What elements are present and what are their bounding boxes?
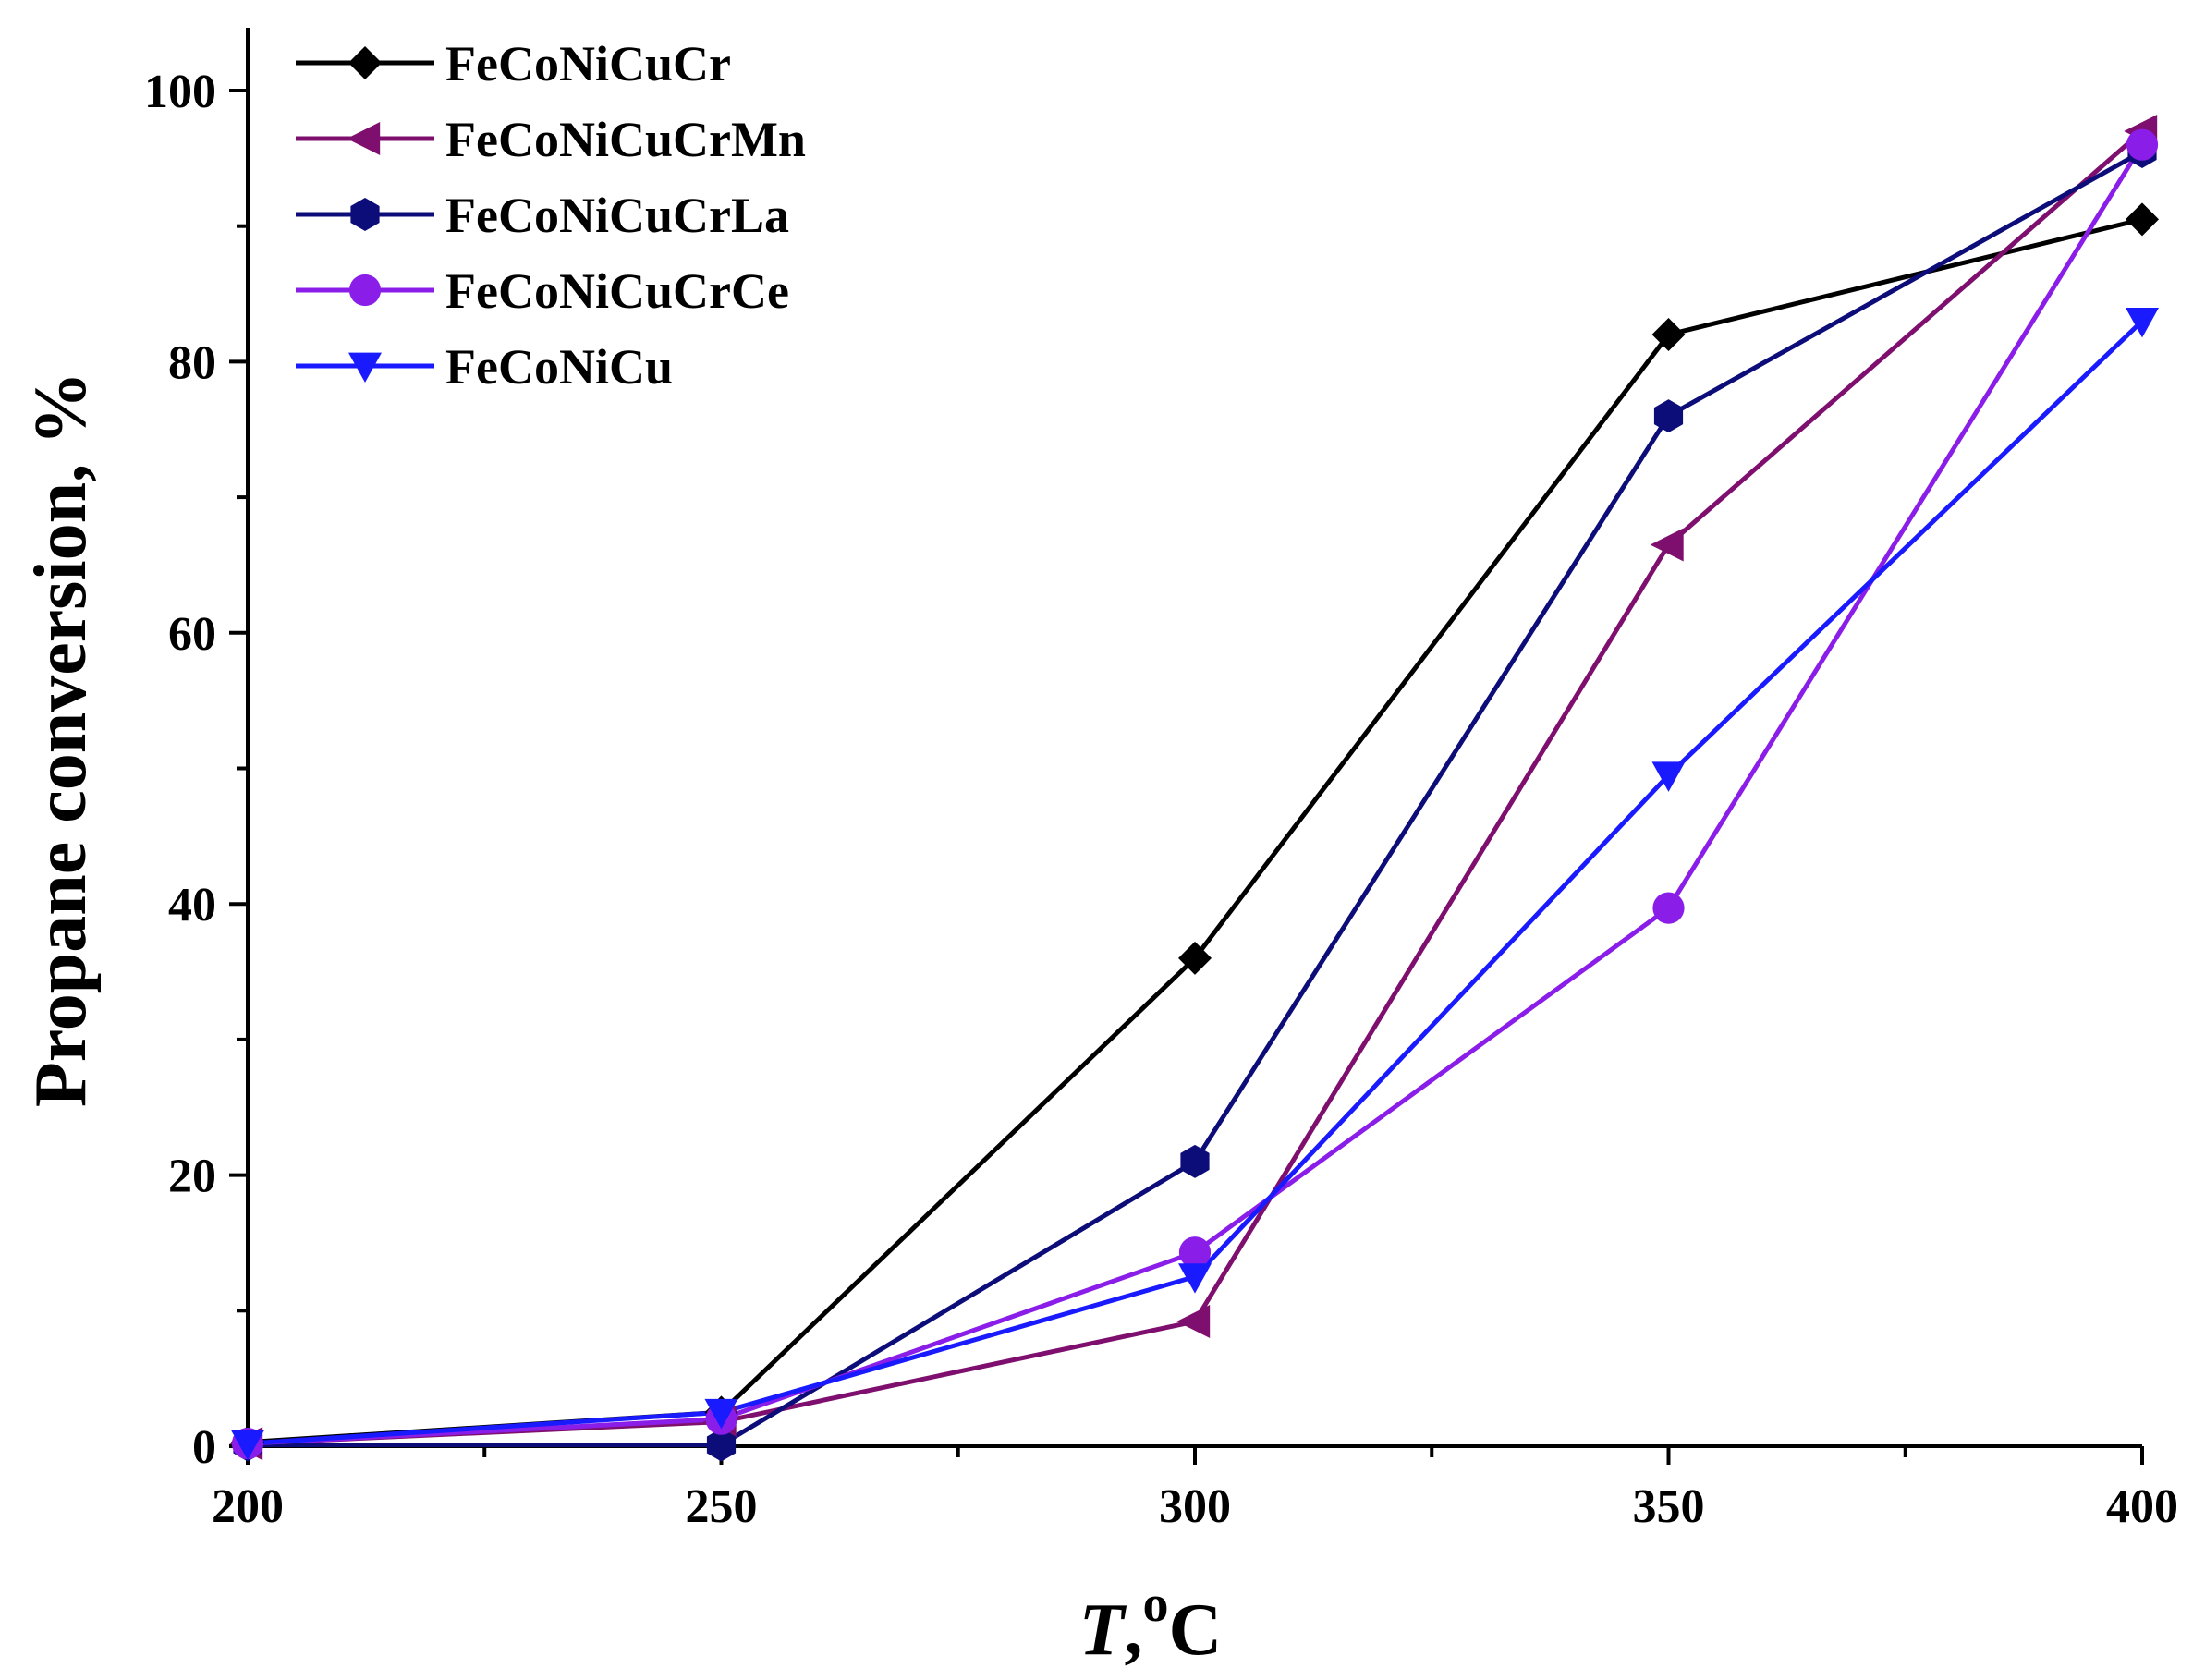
legend-marker [348, 352, 382, 383]
data-point-FeCoNiCuCr [1651, 318, 1686, 352]
x-tick-label: 200 [212, 1480, 284, 1533]
y-tick-label: 100 [144, 66, 216, 118]
legend-label: FeCoNiCuCrCe [445, 263, 789, 319]
x-axis-title-degree: o [1143, 1576, 1169, 1633]
y-tick-label: 60 [168, 608, 216, 661]
data-point-FeCoNiCuCrLa [1653, 399, 1684, 433]
data-point-FeCoNiCuCr [1178, 941, 1212, 975]
data-point-FeCoNiCuCr [2126, 202, 2159, 237]
legend-label: FeCoNiCuCr [445, 36, 731, 91]
y-axis-ticks: 0 20 40 60 80 100 [144, 66, 248, 1474]
x-axis-ticks: 200 250 300 350 400 [212, 1446, 2178, 1533]
legend-label: FeCoNiCuCrLa [445, 188, 789, 243]
x-tick-label: 400 [2106, 1480, 2178, 1533]
x-tick-label: 250 [686, 1480, 758, 1533]
legend-label: FeCoNiCu [445, 339, 673, 395]
legend-marker [347, 122, 381, 155]
x-tick-label: 350 [1633, 1480, 1705, 1533]
legend-marker [348, 46, 382, 79]
legend-marker [350, 198, 380, 231]
data-point-FeCoNiCu [1178, 1263, 1212, 1294]
legend: FeCoNiCuCr FeCoNiCuCrMn FeCoNiCuCrLa FeCoNi… [296, 36, 806, 395]
legend-marker [348, 274, 382, 307]
data-point-FeCoNiCuCrLa [1180, 1144, 1210, 1178]
y-tick-label: 40 [168, 879, 216, 931]
legend-label: FeCoNiCuCrMn [445, 112, 806, 167]
y-tick-label: 20 [168, 1150, 216, 1203]
data-point-FeCoNiCu [231, 1430, 264, 1461]
data-point-FeCoNiCu [704, 1398, 738, 1430]
data-point-FeCoNiCuCrCe [1178, 1236, 1212, 1269]
series-markers [229, 115, 2159, 1462]
data-point-FeCoNiCuCrMn [1176, 1305, 1211, 1339]
data-point-FeCoNiCuCrLa [706, 1428, 737, 1462]
data-point-FeCoNiCuCrCe [1652, 892, 1685, 924]
data-point-FeCoNiCu [1651, 761, 1686, 792]
y-tick-label: 80 [168, 336, 216, 389]
y-axis-title: Propane conversion, % [20, 371, 102, 1107]
y-tick-label: 0 [192, 1421, 216, 1474]
x-axis-title-separator: , [1125, 1589, 1143, 1671]
x-tick-label: 300 [1159, 1480, 1231, 1533]
x-axis-title: T,oC [1079, 1576, 1223, 1671]
x-axis-title-unit: C [1169, 1589, 1223, 1671]
data-point-FeCoNiCu [2126, 307, 2159, 338]
data-point-FeCoNiCuCrMn [1650, 528, 1684, 562]
data-point-FeCoNiCuCrCe [2126, 128, 2159, 161]
x-axis-title-variable: T [1079, 1589, 1127, 1671]
